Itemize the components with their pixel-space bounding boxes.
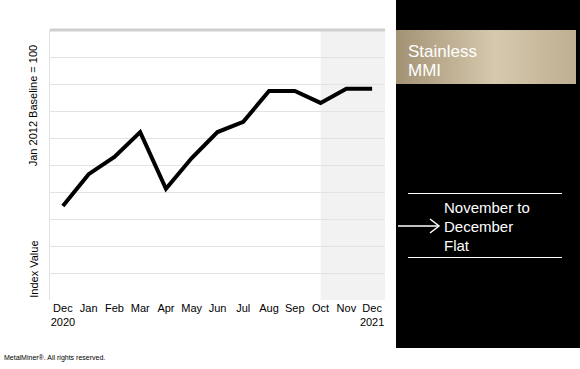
svg-text:Apr: Apr xyxy=(157,302,174,314)
svg-text:Dec2020: Dec2020 xyxy=(51,302,75,328)
svg-text:Dec2021: Dec2021 xyxy=(360,302,384,328)
html-text:Flat: Flat xyxy=(444,237,469,254)
svg-text:Oct: Oct xyxy=(312,302,329,314)
svg-text:May: May xyxy=(181,302,202,314)
html-text:MetalMiner®. All rights reserv: MetalMiner®. All rights reserved. xyxy=(4,354,106,361)
svg-text:Jan: Jan xyxy=(80,302,98,314)
svg-text:Index Value: Index Value xyxy=(28,240,40,297)
svg-text:Mar: Mar xyxy=(131,302,150,314)
svg-text:Sep: Sep xyxy=(285,302,305,314)
svg-text:Jan 2012 Baseline = 100: Jan 2012 Baseline = 100 xyxy=(27,45,39,166)
svg-text:Feb: Feb xyxy=(105,302,124,314)
svg-text:Aug: Aug xyxy=(259,302,279,314)
svg-text:Jun: Jun xyxy=(209,302,227,314)
html-text:November to December: November to December xyxy=(444,199,530,235)
svg-text:Jul: Jul xyxy=(236,302,250,314)
html-text:Stainless MMI: Stainless MMI xyxy=(408,42,477,80)
svg-text:Nov: Nov xyxy=(337,302,357,314)
